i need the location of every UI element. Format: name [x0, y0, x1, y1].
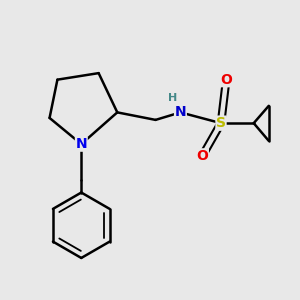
Text: N: N [175, 105, 186, 119]
Text: O: O [196, 149, 208, 163]
Text: H: H [168, 93, 177, 103]
Text: N: N [76, 137, 87, 151]
Text: S: S [216, 116, 226, 130]
Text: O: O [220, 73, 232, 87]
